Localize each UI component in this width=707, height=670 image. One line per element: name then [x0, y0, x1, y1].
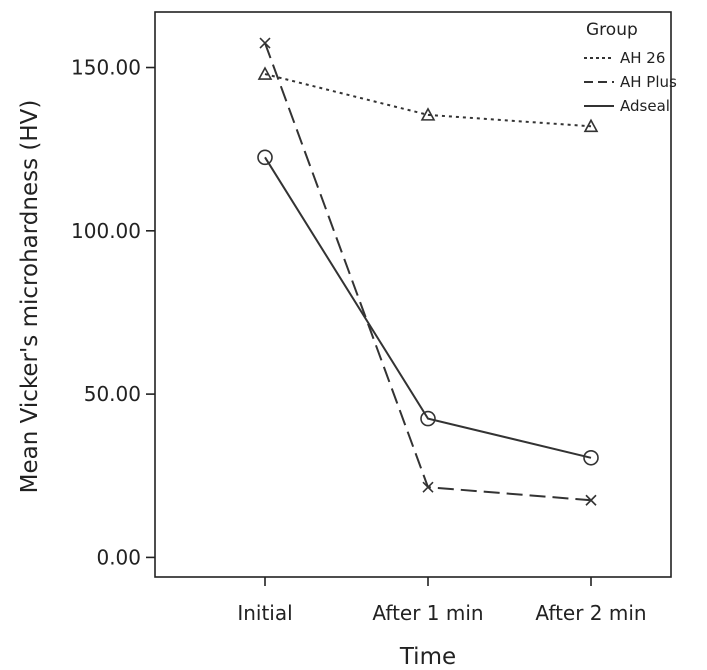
y-tick-label: 50.00 [84, 382, 141, 406]
x-tick-label: After 2 min [535, 601, 646, 625]
legend-item-adseal: Adseal [584, 97, 670, 115]
y-tick-label: 100.00 [71, 219, 141, 243]
data-point-ah-26 [420, 107, 436, 121]
series-adseal [257, 149, 599, 466]
legend-title: Group [586, 20, 638, 40]
y-axis-title: Mean Vicker's microhardness (HV) [17, 100, 43, 494]
series-group [257, 37, 599, 506]
axes: 0.00 50.00 100.00 150.00 Initial After 1 min A… [71, 11, 672, 625]
data-point-ah-26 [257, 66, 273, 80]
data-point-adseal [583, 449, 599, 466]
x-marker-stroke [422, 481, 434, 493]
data-point-adseal [257, 149, 273, 166]
series-line-ah-26 [264, 73, 592, 128]
legend-label: Adseal [620, 97, 670, 115]
series-ah-26 [257, 66, 599, 133]
data-point-ah-26 [583, 118, 599, 133]
data-point-ah-plus [422, 481, 434, 493]
y-tick-label: 0.00 [96, 545, 141, 569]
legend-item-ah-plus: AH Plus [584, 73, 677, 91]
legend-item-ah-26: AH 26 [584, 49, 665, 67]
plot-frame [154, 11, 672, 578]
data-point-adseal [420, 410, 436, 427]
x-axis-title: Time [399, 644, 456, 670]
x-marker-stroke [585, 494, 597, 506]
series-line-adseal [264, 156, 592, 459]
data-point-ah-plus [585, 494, 597, 506]
legend-label: AH 26 [620, 49, 665, 67]
legend: Group AH 26 AH Plus Adseal [584, 20, 677, 115]
y-tick-label: 150.00 [71, 56, 141, 80]
legend-label: AH Plus [620, 73, 677, 91]
x-tick-label: After 1 min [372, 601, 483, 625]
x-marker-stroke [259, 37, 271, 49]
data-point-ah-plus [259, 37, 271, 49]
series-ah-plus [259, 37, 597, 506]
x-tick-label: Initial [237, 601, 292, 625]
series-line-ah-plus [264, 42, 592, 502]
